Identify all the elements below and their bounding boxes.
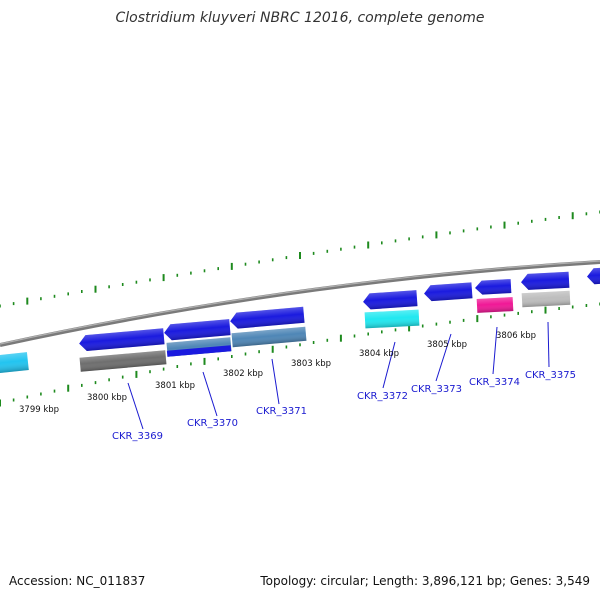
gene-label: CKR_3372 <box>357 391 408 402</box>
gene-block[interactable] <box>231 326 307 348</box>
gene-track <box>0 266 600 376</box>
kbp-label: 3801 kbp <box>155 381 195 391</box>
gene-label: CKR_3370 <box>187 418 238 429</box>
gene-arrow[interactable] <box>229 306 305 329</box>
gene-label: CKR_3375 <box>525 370 576 381</box>
gene-arrow[interactable] <box>78 328 165 352</box>
genome-backbone-highlight <box>0 260 600 345</box>
gene-label: CKR_3374 <box>469 377 520 388</box>
inner-tick-row <box>0 302 600 407</box>
kbp-label: 3802 kbp <box>223 369 263 379</box>
outer-tick-row <box>0 210 600 308</box>
gene-label: CKR_3373 <box>411 384 462 395</box>
gene-block[interactable] <box>476 297 514 313</box>
gene-leader-lines <box>127 321 550 430</box>
kbp-label: 3805 kbp <box>427 340 467 350</box>
gene-arrow[interactable] <box>163 319 231 341</box>
genome-summary-text: Topology: circular; Length: 3,896,121 bp… <box>260 574 590 588</box>
gene-block[interactable] <box>166 345 232 357</box>
kbp-label-group: 3799 kbp 3800 kbp 3801 kbp 3802 kbp 3803… <box>19 331 536 415</box>
kbp-label: 3803 kbp <box>291 359 331 369</box>
gene-label: CKR_3371 <box>256 406 307 417</box>
gene-arrow[interactable] <box>424 282 473 302</box>
gene-arrow[interactable] <box>363 290 418 310</box>
map-title: Clostridium kluyveri NBRC 12016, complet… <box>115 10 485 26</box>
accession-text: Accession: NC_011837 <box>9 574 146 588</box>
gene-block[interactable] <box>364 309 420 329</box>
genome-backbone <box>0 260 600 347</box>
kbp-label: 3800 kbp <box>87 393 127 403</box>
kbp-label: 3804 kbp <box>359 349 399 359</box>
gene-block[interactable] <box>79 350 167 372</box>
gene-arrow[interactable] <box>521 271 570 290</box>
gene-arrow[interactable] <box>587 266 600 285</box>
gene-arrow[interactable] <box>0 352 29 376</box>
gene-block[interactable] <box>521 290 571 308</box>
gene-label: CKR_3369 <box>112 431 163 442</box>
kbp-label: 3806 kbp <box>496 331 536 341</box>
kbp-label: 3799 kbp <box>19 405 59 415</box>
gene-arrow[interactable] <box>475 279 512 295</box>
gene-label-group: CKR_3369 CKR_3370 CKR_3371 CKR_3372 CKR_… <box>112 370 576 442</box>
